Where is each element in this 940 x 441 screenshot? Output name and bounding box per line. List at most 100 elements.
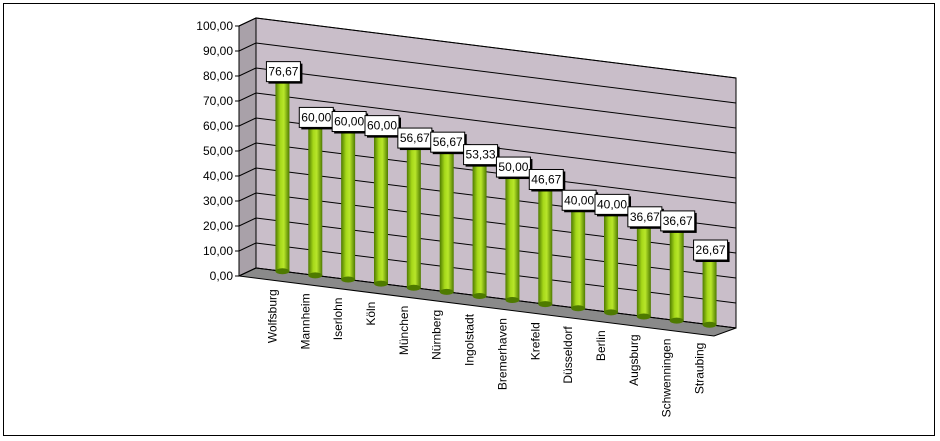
y-tick-label: 40,00 xyxy=(203,169,233,183)
bar-body xyxy=(669,228,684,321)
data-label-text: 26,67 xyxy=(696,243,726,257)
bar-body xyxy=(308,125,323,276)
x-category-label: Straubing xyxy=(693,343,707,394)
data-label-text: 56,67 xyxy=(400,131,430,145)
y-tick-label: 0,00 xyxy=(210,269,234,283)
gridline-side xyxy=(238,67,257,77)
bar-base xyxy=(604,309,618,316)
data-label-box xyxy=(265,61,301,83)
data-label-text: 50,00 xyxy=(498,160,528,174)
bar-base xyxy=(308,272,323,279)
data-label-box xyxy=(693,239,729,261)
data-label-box xyxy=(495,156,531,178)
data-label: 56,67 xyxy=(397,127,434,151)
gridline xyxy=(255,267,737,329)
gridline xyxy=(255,92,737,154)
data-label: 46,67 xyxy=(528,168,566,192)
x-category-label: Iserlohn xyxy=(331,298,345,341)
x-category-label: Berlin xyxy=(594,330,608,361)
gridline-side xyxy=(238,117,257,127)
data-label: 26,67 xyxy=(693,239,730,263)
bar-body xyxy=(604,212,618,313)
data-label: 56,67 xyxy=(430,131,467,155)
x-category-label: Ingolstadt xyxy=(463,313,477,366)
x-category-label: Bremerhaven xyxy=(495,318,509,390)
data-label-text: 36,67 xyxy=(630,210,660,224)
x-category-label: Nürnberg xyxy=(430,310,444,360)
gridline xyxy=(255,17,737,79)
bar-base xyxy=(275,268,290,275)
bar-chart: 0,00 10,00 20,00 30,00 40,00 50,00 60,00 70,00 8… xyxy=(196,17,737,417)
bar-body xyxy=(505,175,520,301)
x-category-label: Krefeld xyxy=(528,322,542,360)
y-tick-label: 80,00 xyxy=(203,69,233,83)
bar-base xyxy=(439,288,454,295)
gridline xyxy=(255,42,737,104)
y-tick-label: 60,00 xyxy=(203,119,233,133)
bar xyxy=(308,122,323,279)
data-label: 40,00 xyxy=(594,193,631,217)
gridline xyxy=(255,67,737,129)
bar-base xyxy=(341,276,356,283)
data-label-text: 46,67 xyxy=(531,172,561,186)
bar-base xyxy=(669,317,684,324)
gridline-side xyxy=(238,267,257,277)
y-tick-label: 90,00 xyxy=(203,44,233,58)
gridline-side xyxy=(238,42,257,52)
data-label: 36,67 xyxy=(660,210,697,233)
data-label-box xyxy=(660,210,696,232)
gridline-side xyxy=(238,242,257,252)
x-category-label: München xyxy=(397,306,411,355)
gridline-side xyxy=(238,192,257,202)
bar xyxy=(538,184,553,308)
bar-base xyxy=(538,301,553,308)
bar-base xyxy=(374,280,388,287)
data-label: 36,67 xyxy=(627,206,664,229)
bar xyxy=(439,146,454,295)
data-label: 53,33 xyxy=(463,144,500,167)
bar-base xyxy=(571,305,586,312)
bar xyxy=(275,76,290,275)
data-label-text: 40,00 xyxy=(597,197,627,211)
data-label-text: 40,00 xyxy=(564,193,594,207)
bar-body xyxy=(341,129,356,280)
bar-base xyxy=(406,284,421,291)
x-category-label: Mannheim xyxy=(298,293,312,349)
x-category-label: Köln xyxy=(364,302,378,326)
gridline xyxy=(255,217,737,279)
gridline xyxy=(255,192,737,254)
data-label-text: 60,00 xyxy=(301,110,331,124)
data-label-box xyxy=(594,193,630,215)
bar xyxy=(636,221,652,320)
bar-body xyxy=(702,258,717,325)
bar-body xyxy=(374,133,388,284)
bar-body xyxy=(439,150,454,292)
data-label-text: 60,00 xyxy=(334,115,364,129)
data-label-box xyxy=(430,131,466,153)
y-tick-label: 10,00 xyxy=(203,244,233,258)
y-tick-label: 50,00 xyxy=(203,144,233,158)
y-tick-label: 100,00 xyxy=(196,19,233,33)
bar-body xyxy=(636,224,651,317)
bar xyxy=(702,254,717,328)
data-label-text: 76,67 xyxy=(268,65,298,79)
gridline-side xyxy=(238,92,257,102)
data-label: 50,00 xyxy=(495,156,533,180)
bar xyxy=(472,159,487,299)
data-label: 76,67 xyxy=(265,61,303,84)
bar xyxy=(669,225,684,324)
bar-base xyxy=(702,321,717,328)
bar xyxy=(603,209,619,316)
data-label-text: 56,67 xyxy=(433,135,463,149)
data-label: 60,00 xyxy=(298,106,336,130)
bar xyxy=(373,130,389,287)
data-label: 60,00 xyxy=(331,111,369,134)
gridline-side xyxy=(238,167,257,177)
gridline-side xyxy=(238,142,257,152)
x-category-label: Augsburg xyxy=(627,334,641,385)
x-category-label: Düsseldorf xyxy=(561,326,575,384)
y-tick-label: 20,00 xyxy=(203,219,233,233)
bar-body xyxy=(275,79,290,272)
bar-base xyxy=(505,297,520,304)
data-label-text: 60,00 xyxy=(367,119,397,133)
